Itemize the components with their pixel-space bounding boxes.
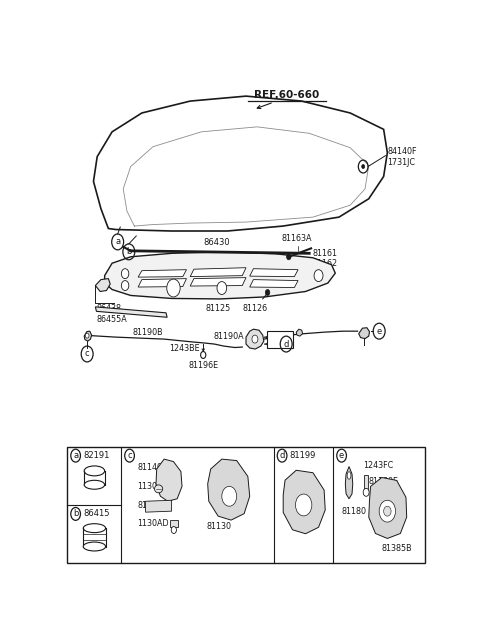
Text: 86430: 86430 (203, 238, 229, 247)
Polygon shape (105, 252, 335, 299)
Circle shape (287, 254, 291, 260)
Ellipse shape (155, 485, 163, 493)
Text: 81195B: 81195B (137, 501, 168, 509)
Text: 86415: 86415 (84, 509, 110, 518)
Polygon shape (84, 331, 92, 341)
Text: 81163A: 81163A (281, 234, 312, 243)
Text: 81180E: 81180E (369, 477, 399, 486)
Circle shape (362, 165, 365, 169)
Polygon shape (345, 466, 353, 498)
Text: 81161
81162: 81161 81162 (313, 249, 338, 268)
Polygon shape (250, 269, 298, 277)
Circle shape (252, 335, 258, 343)
Text: 81180: 81180 (342, 507, 367, 516)
Polygon shape (296, 329, 302, 336)
Polygon shape (156, 459, 182, 501)
Polygon shape (369, 477, 407, 538)
Polygon shape (96, 279, 110, 292)
Text: 81199: 81199 (289, 451, 316, 460)
Text: e: e (339, 451, 344, 460)
Polygon shape (170, 520, 178, 527)
Circle shape (121, 269, 129, 279)
Circle shape (85, 333, 89, 338)
Polygon shape (208, 459, 250, 520)
Text: 86455A: 86455A (96, 316, 128, 325)
Polygon shape (145, 500, 172, 512)
Ellipse shape (84, 480, 105, 489)
Text: 81125: 81125 (205, 304, 231, 313)
Circle shape (121, 281, 129, 290)
Text: 1130AD: 1130AD (137, 519, 168, 528)
Text: 81130: 81130 (207, 522, 232, 531)
Text: 84140F
1731JC: 84140F 1731JC (387, 147, 417, 167)
Circle shape (201, 352, 206, 359)
Text: 81140: 81140 (137, 463, 162, 472)
Polygon shape (138, 270, 186, 277)
Text: a: a (73, 451, 78, 460)
Text: 1243BE: 1243BE (169, 344, 200, 353)
Circle shape (379, 500, 396, 522)
Polygon shape (250, 279, 298, 287)
Text: d: d (279, 451, 285, 460)
Text: c: c (85, 350, 89, 359)
Text: 81196E: 81196E (188, 361, 218, 370)
Text: b: b (126, 247, 132, 256)
Ellipse shape (84, 466, 105, 476)
Polygon shape (96, 307, 167, 317)
Polygon shape (283, 470, 325, 534)
Polygon shape (94, 96, 387, 231)
Circle shape (363, 488, 369, 497)
Text: 86438: 86438 (96, 305, 121, 314)
Ellipse shape (347, 472, 351, 479)
Text: 81126: 81126 (243, 304, 268, 313)
Text: 1243FC: 1243FC (363, 461, 394, 470)
Text: c: c (127, 451, 132, 460)
Text: 81385B: 81385B (382, 544, 412, 553)
Polygon shape (190, 268, 246, 277)
Text: 1130DB: 1130DB (137, 482, 168, 491)
Text: a: a (115, 238, 120, 247)
Circle shape (384, 506, 391, 516)
Ellipse shape (83, 542, 106, 551)
Polygon shape (190, 278, 246, 286)
Circle shape (314, 270, 323, 281)
Polygon shape (359, 328, 370, 339)
Text: b: b (73, 509, 78, 518)
Circle shape (171, 527, 177, 533)
Text: e: e (376, 327, 382, 336)
Polygon shape (364, 475, 368, 491)
Text: 82191: 82191 (84, 451, 110, 460)
FancyBboxPatch shape (267, 331, 292, 348)
Bar (67, 447, 424, 564)
Polygon shape (138, 279, 186, 287)
Circle shape (222, 486, 237, 506)
Ellipse shape (83, 524, 106, 533)
Circle shape (167, 279, 180, 297)
Text: 81190A: 81190A (214, 332, 245, 341)
Circle shape (296, 494, 312, 516)
Polygon shape (246, 329, 264, 349)
Text: REF.60-660: REF.60-660 (254, 90, 320, 100)
Circle shape (217, 281, 227, 294)
Text: d: d (284, 339, 289, 348)
Circle shape (265, 290, 270, 296)
Text: 81190B: 81190B (132, 328, 163, 337)
